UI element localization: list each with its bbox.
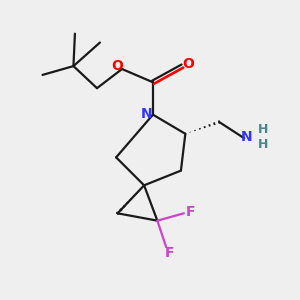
Text: N: N bbox=[141, 107, 153, 121]
Text: H: H bbox=[258, 124, 268, 136]
Text: O: O bbox=[111, 59, 123, 73]
Text: H: H bbox=[258, 138, 268, 151]
Text: F: F bbox=[186, 205, 195, 218]
Text: O: O bbox=[182, 57, 194, 71]
Text: N: N bbox=[241, 130, 252, 144]
Text: F: F bbox=[164, 246, 174, 260]
